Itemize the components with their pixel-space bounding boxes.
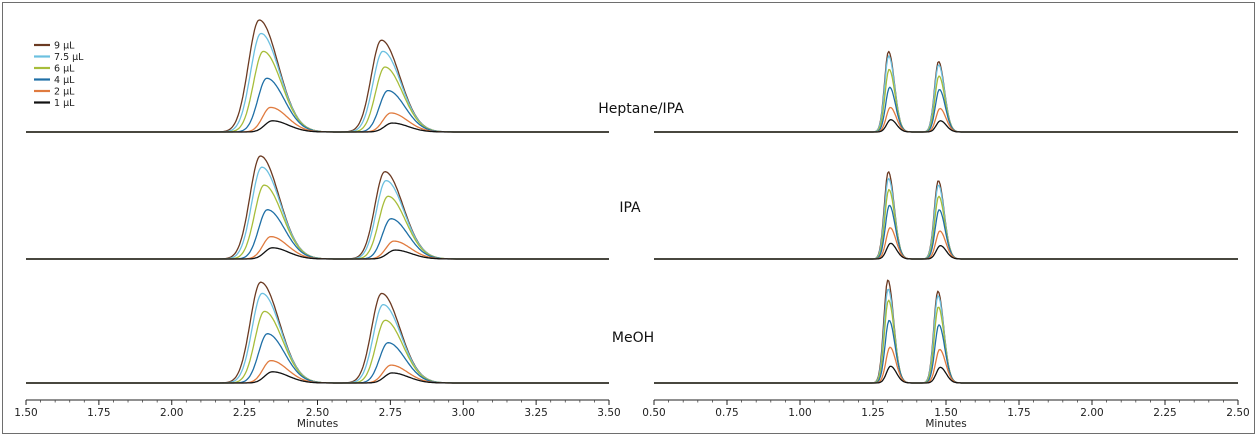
x-axis-label-right: Minutes (925, 418, 966, 430)
row-label-1: Heptane/IPA (598, 101, 684, 117)
x-tick-label-right: 2.25 (1153, 407, 1176, 419)
trace-left-row3-1L (26, 371, 609, 384)
x-tick-label-left: 3.25 (524, 407, 547, 419)
legend-label: 7.5 µL (54, 52, 84, 63)
legend: 9 µL7.5 µL6 µL4 µL2 µL1 µL (34, 41, 84, 109)
x-tick-label-right: 2.50 (1226, 407, 1249, 419)
trace-left-row2-1L (26, 247, 609, 260)
x-tick-label-left: 3.00 (452, 407, 475, 419)
legend-label: 9 µL (54, 41, 75, 52)
x-tick-label-left: 3.50 (597, 407, 620, 419)
x-axes: 1.50 1.75 2.00 2.25 2.50 2.75 3.00 3.25 3.50 Minu… (14, 399, 1250, 430)
x-tick-label-left: 2.50 (306, 407, 329, 419)
x-tick-label-left: 1.50 (14, 407, 37, 419)
x-tick-label-left: 1.75 (87, 407, 110, 419)
trace-right-row2-1L (654, 242, 1238, 260)
trace-right-row1-1L (654, 119, 1238, 133)
x-tick-label-right: 1.25 (861, 407, 884, 419)
x-tick-label-right: 0.75 (715, 407, 738, 419)
row-label-2: IPA (619, 200, 641, 216)
x-tick-label-right: 0.50 (642, 407, 665, 419)
trace-left-row1-1L (26, 120, 609, 133)
legend-label: 2 µL (54, 87, 75, 98)
x-tick-label-right: 1.50 (934, 407, 957, 419)
x-tick-label-right: 1.75 (1007, 407, 1030, 419)
x-tick-label-left: 2.25 (233, 407, 256, 419)
legend-label: 6 µL (54, 64, 75, 75)
x-tick-label-right: 2.00 (1080, 407, 1103, 419)
plot-layer (26, 19, 1238, 384)
x-axis-label-left: Minutes (297, 418, 338, 430)
legend-label: 1 µL (54, 98, 75, 109)
legend-label: 4 µL (54, 75, 75, 86)
trace-right-row3-1L (654, 365, 1238, 384)
x-tick-label-right: 1.00 (788, 407, 811, 419)
x-tick-label-left: 2.75 (379, 407, 402, 419)
row-label-3: MeOH (612, 330, 654, 346)
x-tick-label-left: 2.00 (160, 407, 183, 419)
row-labels: Heptane/IPA IPA MeOH (598, 101, 684, 346)
